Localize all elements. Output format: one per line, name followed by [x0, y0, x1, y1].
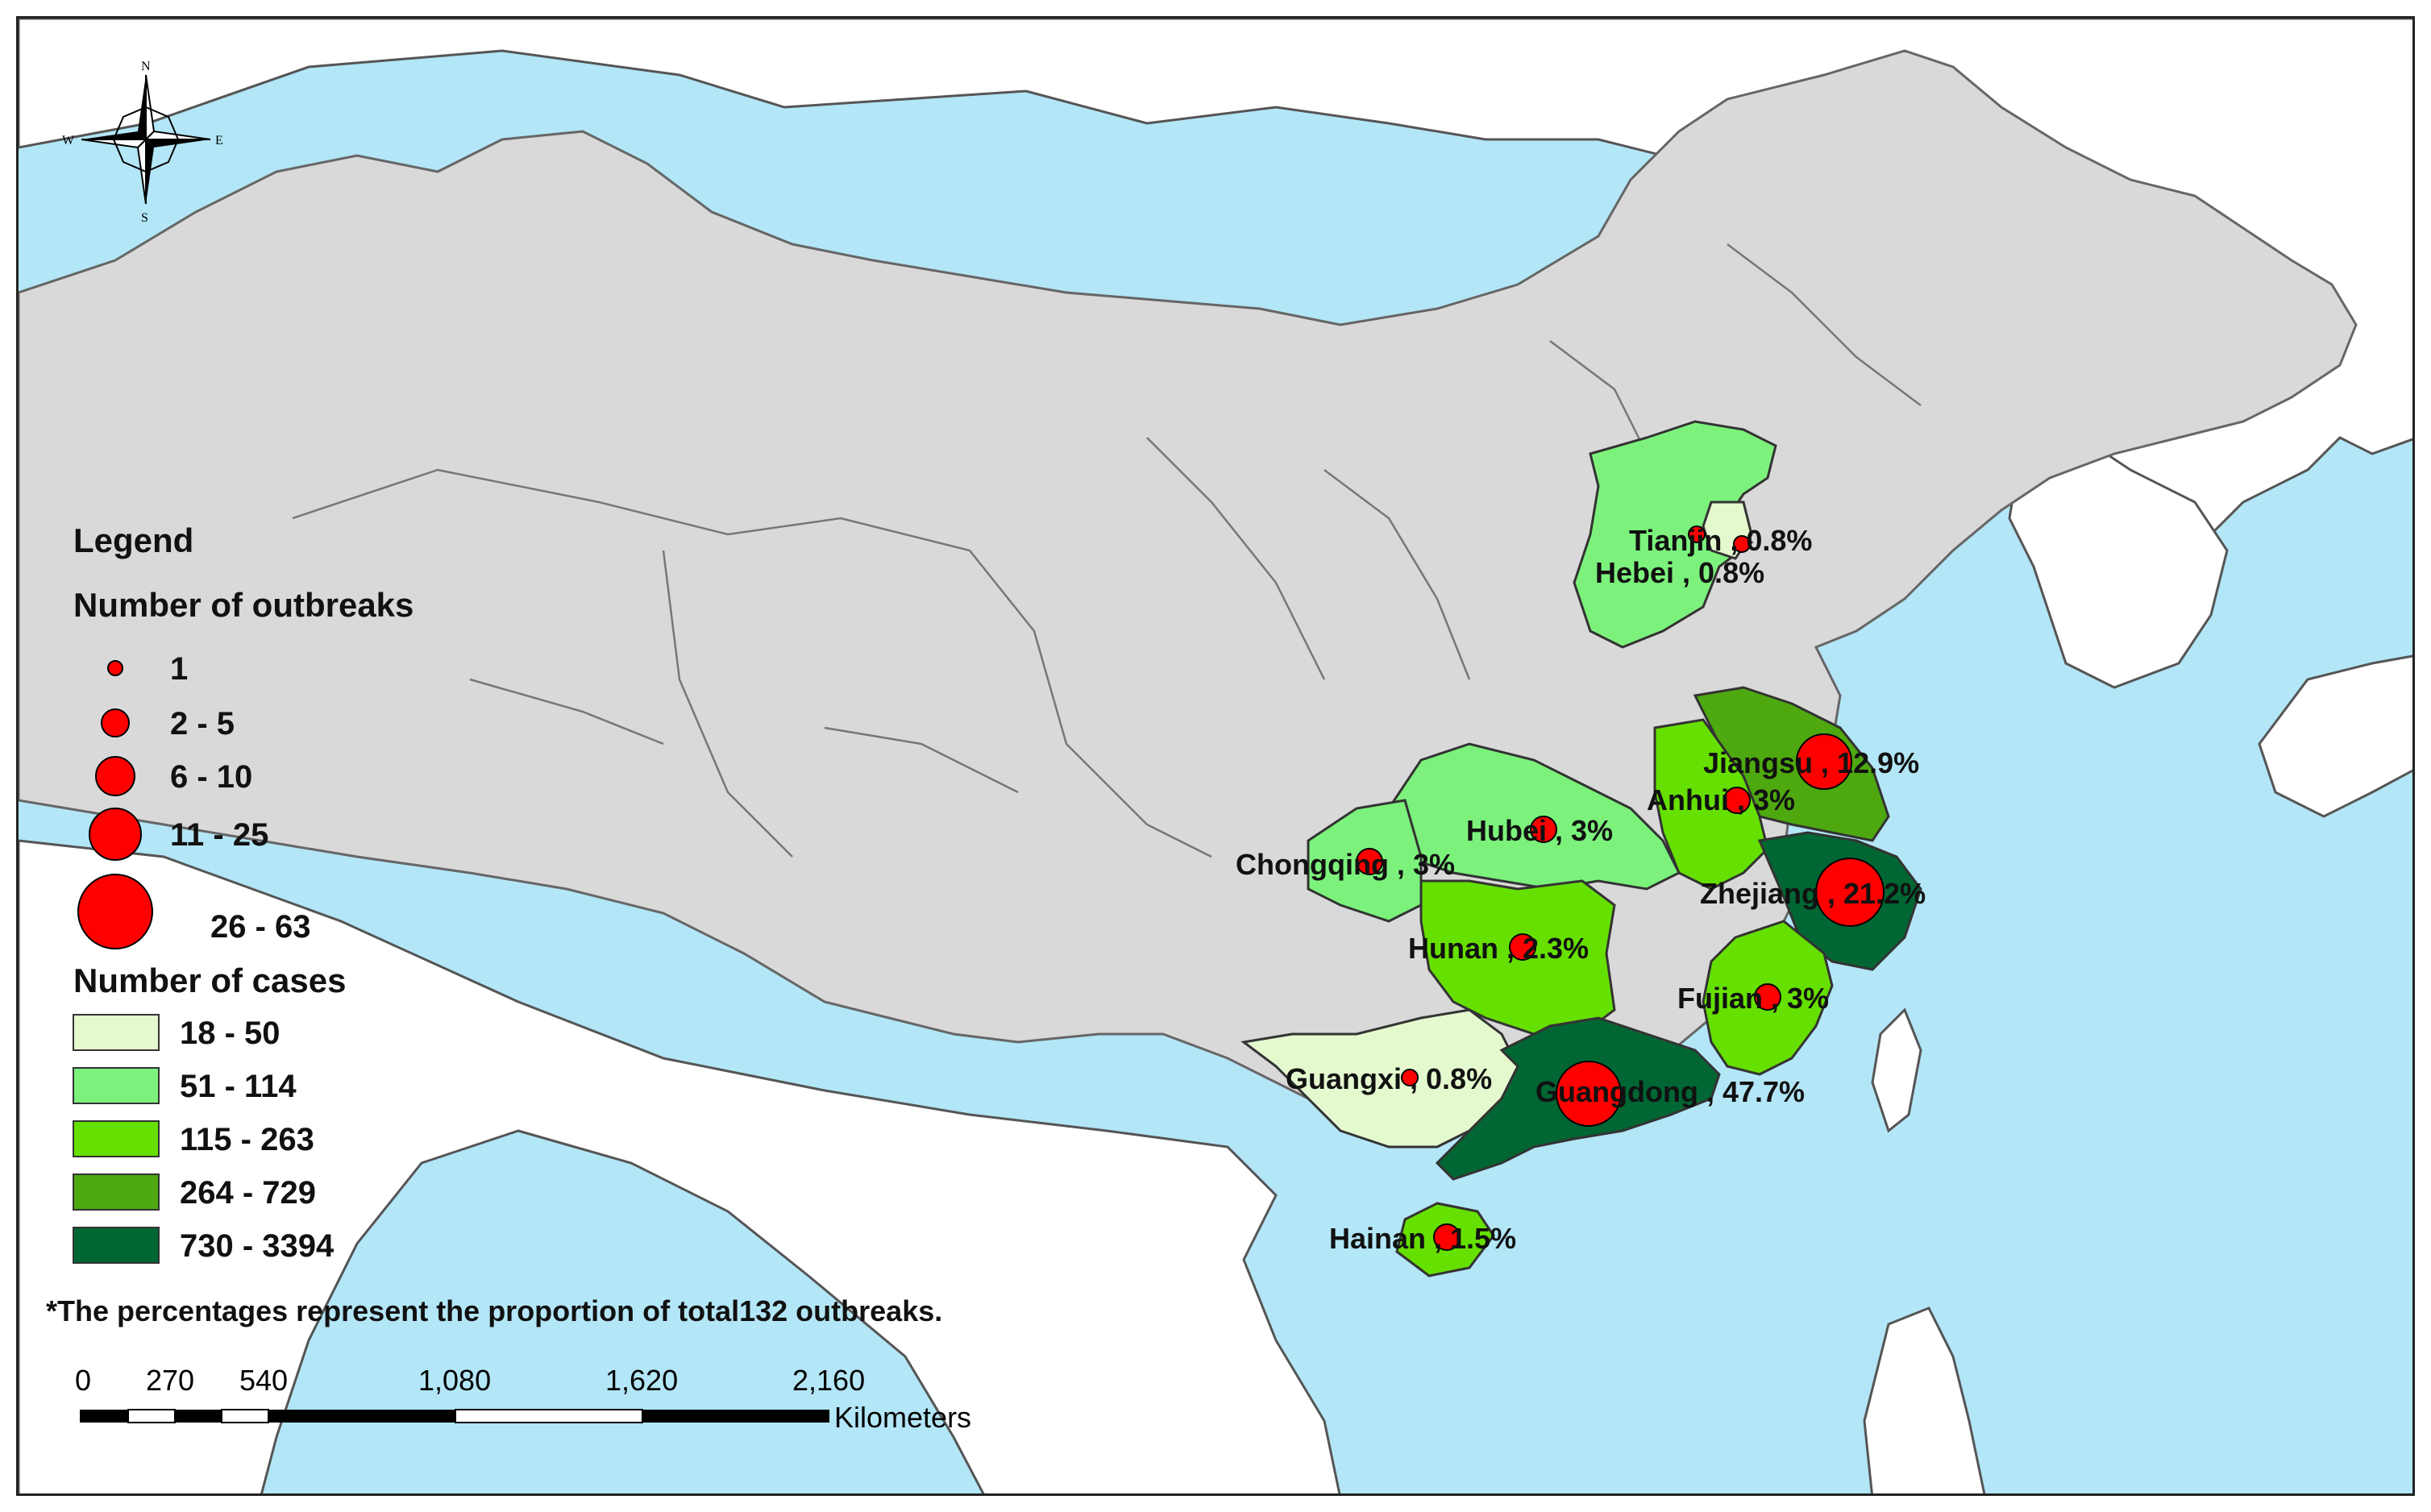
compass-n: N [141, 60, 151, 73]
legend-outbreak-class-5: 26 - 63 [210, 909, 311, 945]
scale-seg-2 [127, 1409, 176, 1423]
legend-outbreak-class-3: 6 - 10 [170, 759, 252, 795]
label-tianjin: Tianjin , 0.8% [1629, 524, 1812, 557]
scale-tick-540: 540 [239, 1364, 288, 1397]
legend-title: Legend [73, 521, 193, 559]
label-hebei: Hebei , 0.8% [1595, 556, 1764, 589]
compass-s: S [141, 211, 148, 225]
outbreak-symbols [1356, 525, 1885, 1251]
scale-tick-1080: 1,080 [418, 1364, 491, 1397]
legend-outbreak-class-2: 2 - 5 [170, 706, 235, 741]
symbol-hebei[interactable] [1688, 525, 1706, 543]
scale-bar: 0 270 540 1,080 1,620 2,160 Kilometers [75, 1364, 971, 1434]
symbol-guangdong[interactable] [1556, 1061, 1622, 1127]
scale-seg-4 [221, 1409, 269, 1423]
legend-case-class-5: 730 - 3394 [180, 1228, 335, 1264]
legend-case-class-2: 51 - 114 [180, 1069, 297, 1104]
label-jiangsu: Jiangsu , 12.9% [1703, 746, 1919, 779]
scale-tick-2160: 2,160 [792, 1364, 865, 1397]
scale-seg-7 [642, 1410, 829, 1423]
legend-symbol-2 [101, 708, 130, 737]
legend-symbol-3 [95, 756, 135, 796]
legend-case-class-3: 115 - 263 [180, 1122, 314, 1157]
scale-tick-270: 270 [146, 1364, 194, 1397]
label-hubei: Hubei , 3% [1466, 814, 1613, 847]
scale-seg-3 [175, 1410, 222, 1423]
map-canvas: Tianjin , 0.8% Hebei , 0.8% Jiangsu , 12… [19, 19, 2412, 1493]
foreign-land-taiwan [1871, 1007, 1922, 1133]
legend-symbol-4 [89, 808, 142, 861]
label-guangxi: Guangxi , 0.8% [1286, 1062, 1492, 1095]
scale-seg-5 [268, 1410, 455, 1423]
symbol-guangxi[interactable] [1401, 1069, 1419, 1086]
scale-tick-1620: 1,620 [605, 1364, 678, 1397]
symbol-fujian[interactable] [1754, 983, 1781, 1011]
scale-tick-0: 0 [75, 1364, 91, 1397]
symbol-chongqing[interactable] [1356, 848, 1383, 875]
legend-case-swatch-3 [73, 1120, 160, 1157]
footnote: *The percentages represent the proportio… [46, 1294, 942, 1327]
label-zhejiang: Zhejiang , 21.2% [1700, 877, 1926, 910]
symbol-jiangsu[interactable] [1796, 733, 1852, 790]
foreign-land-japan [2258, 654, 2412, 818]
legend-cases-title: Number of cases [73, 962, 346, 999]
symbol-anhui[interactable] [1723, 787, 1751, 814]
foreign-land-south-asia [19, 839, 1341, 1493]
province-anhui[interactable] [1653, 718, 1769, 891]
symbol-hubei[interactable] [1530, 816, 1557, 843]
label-guangdong: Guangdong , 47.7% [1535, 1075, 1805, 1108]
label-chongqing: Chongqing , 3% [1236, 848, 1455, 881]
label-hunan: Hunan , 2.3% [1408, 932, 1589, 965]
province-labels: Tianjin , 0.8% Hebei , 0.8% Jiangsu , 12… [1236, 524, 1926, 1255]
legend-case-class-1: 18 - 50 [180, 1016, 280, 1051]
symbol-hainan[interactable] [1433, 1223, 1461, 1251]
china-other-provinces [19, 49, 2358, 1149]
legend-case-class-4: 264 - 729 [180, 1175, 316, 1211]
label-anhui: Anhui , 3% [1647, 783, 1795, 816]
label-hainan: Hainan , 1.5% [1329, 1222, 1516, 1255]
symbol-tianjin[interactable] [1733, 535, 1751, 553]
scale-seg-1 [80, 1410, 128, 1423]
legend-symbol-5 [77, 874, 153, 949]
legend-outbreak-symbols [77, 660, 153, 949]
label-fujian: Fujian , 3% [1677, 982, 1829, 1015]
compass-e: E [215, 134, 223, 147]
legend-outbreak-class-4: 11 - 25 [170, 817, 268, 853]
symbol-hunan[interactable] [1509, 933, 1536, 961]
foreign-land-philippines [1863, 1306, 1986, 1493]
symbol-zhejiang[interactable] [1815, 858, 1885, 927]
legend-case-swatch-1 [73, 1014, 160, 1051]
province-boundaries [292, 243, 1922, 858]
compass-w: W [62, 134, 75, 147]
legend-symbol-1 [107, 660, 123, 676]
map-frame: Tianjin , 0.8% Hebei , 0.8% Jiangsu , 12… [16, 16, 2415, 1496]
legend: Legend Number of outbreaks 1 2 - 5 6 - 1… [73, 521, 413, 1264]
foreign-land-korea [2008, 436, 2229, 689]
legend-case-swatch-4 [73, 1173, 160, 1211]
scale-seg-6 [455, 1409, 643, 1423]
legend-outbreaks-title: Number of outbreaks [73, 586, 413, 624]
compass-rose: N S E W [62, 60, 223, 225]
legend-case-swatch-5 [73, 1227, 160, 1264]
scale-unit: Kilometers [834, 1401, 971, 1434]
legend-outbreak-class-1: 1 [170, 651, 188, 687]
legend-case-swatch-2 [73, 1067, 160, 1104]
